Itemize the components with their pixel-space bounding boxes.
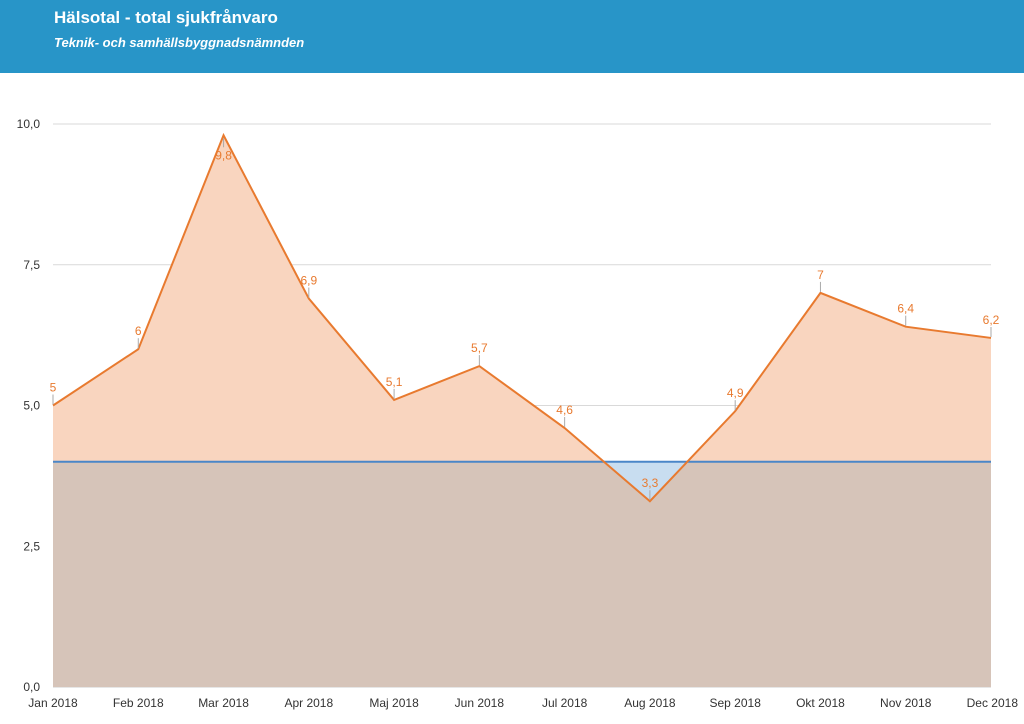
- data-label: 4,9: [727, 386, 744, 400]
- data-label: 6,2: [983, 313, 1000, 327]
- area-chart: 5 6 9,8 6,9 5,1 5,7 4,6 3,3 4,9 7 6,4 6,2 0,0 2,5 5,0…: [17, 117, 1019, 710]
- x-tick-label: Jul 2018: [542, 696, 588, 710]
- x-tick-label: Jan 2018: [28, 696, 78, 710]
- data-label: 6,9: [300, 274, 317, 288]
- chart-subtitle: Teknik- och samhällsbyggnadsnämnden: [54, 35, 305, 50]
- x-tick-label: Feb 2018: [113, 696, 164, 710]
- x-tick-label: Nov 2018: [880, 696, 932, 710]
- overlap-area: [53, 461, 991, 687]
- x-tick-label: Maj 2018: [369, 696, 419, 710]
- data-label: 9,8: [215, 148, 232, 162]
- x-tick-label: Apr 2018: [284, 696, 333, 710]
- x-tick-label: Aug 2018: [624, 696, 676, 710]
- chart-header: Hälsotal - total sjukfrånvaro Teknik- oc…: [0, 0, 1024, 73]
- data-label: 5,7: [471, 341, 488, 355]
- x-tick-label: Dec 2018: [967, 696, 1019, 710]
- absence-line: [52, 132, 992, 503]
- data-label: 3,3: [642, 476, 659, 490]
- x-tick-label: Okt 2018: [796, 696, 845, 710]
- y-tick-label: 5,0: [23, 399, 40, 413]
- y-tick-label: 7,5: [23, 258, 40, 272]
- y-tick-label: 2,5: [23, 539, 40, 553]
- y-tick-label: 10,0: [17, 117, 41, 131]
- x-tick-label: Sep 2018: [709, 696, 761, 710]
- axis-labels: 0,0 2,5 5,0 7,5 10,0 Jan 2018 Feb 2018 Mar 2018…: [17, 117, 1019, 710]
- y-tick-label: 0,0: [23, 680, 40, 694]
- area-fills: [53, 135, 991, 687]
- chart-title: Hälsotal - total sjukfrånvaro: [54, 8, 278, 27]
- data-label: 5,1: [386, 375, 403, 389]
- data-label: 6,4: [897, 302, 914, 316]
- data-label: 4,6: [556, 403, 573, 417]
- data-label: 7: [817, 268, 824, 282]
- data-label: 6: [135, 324, 142, 338]
- series-lines: [52, 132, 992, 503]
- data-label: 5: [50, 381, 57, 395]
- x-tick-label: Jun 2018: [455, 696, 505, 710]
- x-tick-label: Mar 2018: [198, 696, 249, 710]
- data-labels: 5 6 9,8 6,9 5,1 5,7 4,6 3,3 4,9 7 6,4 6,2: [50, 138, 1000, 501]
